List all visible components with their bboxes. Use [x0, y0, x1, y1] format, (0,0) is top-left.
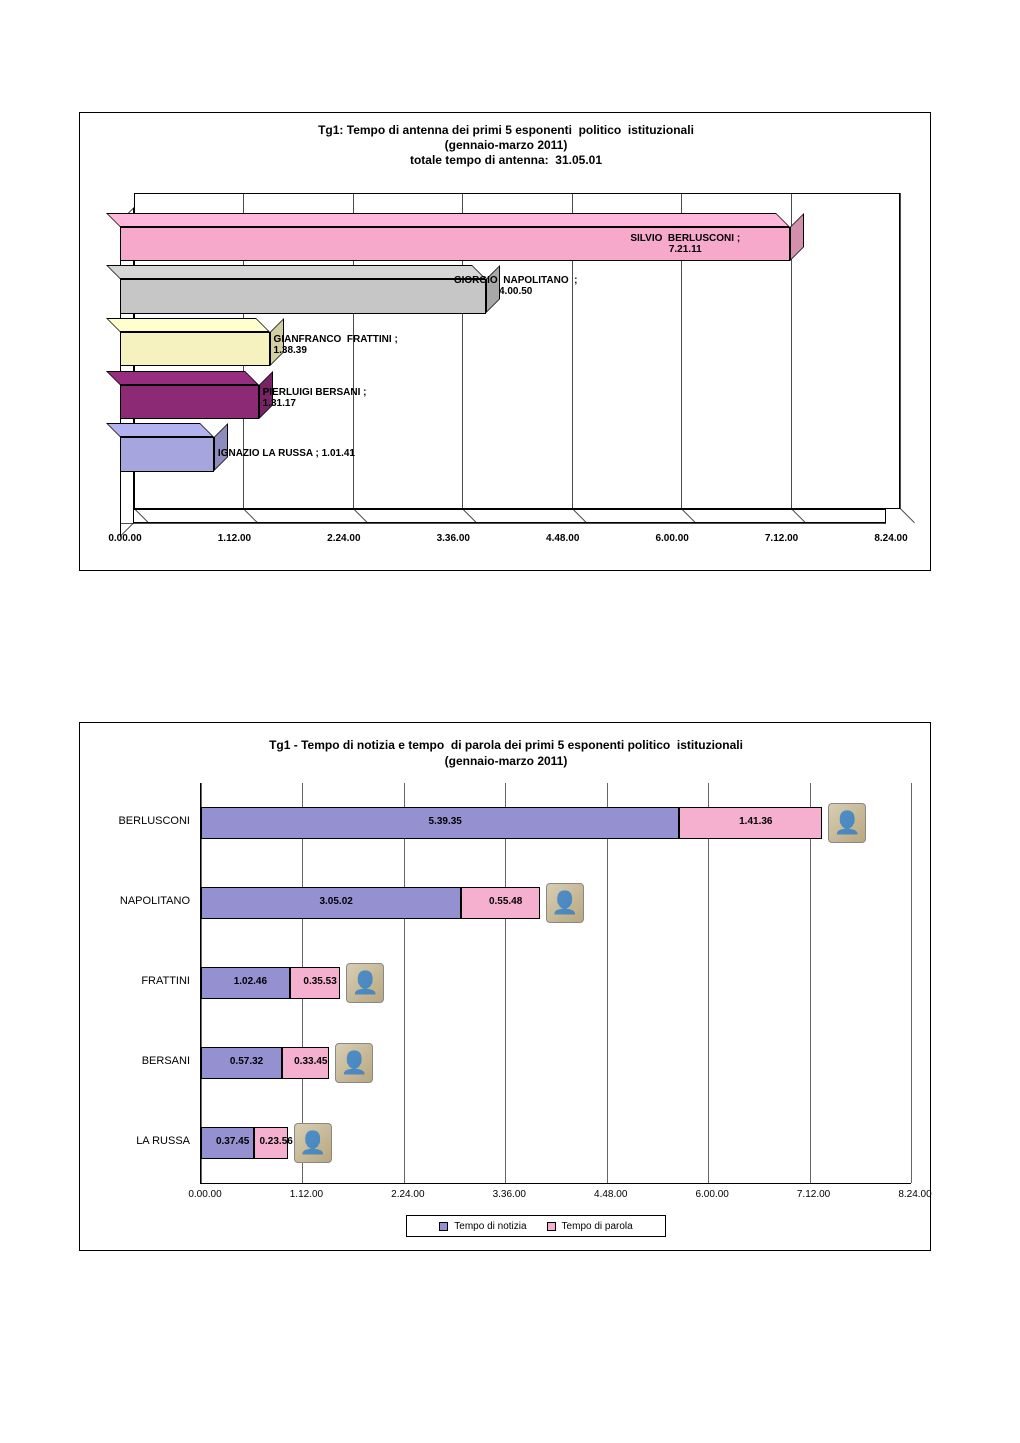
chart2-value-notizia: 5.39.35 — [415, 816, 475, 827]
avatar-placeholder — [546, 883, 584, 923]
legend-label-notizia: Tempo di notizia — [454, 1221, 526, 1232]
chart2-value-notizia: 0.57.32 — [217, 1056, 277, 1067]
legend-item-parola: Tempo di parola — [547, 1221, 633, 1232]
chart2-ylabel: FRATTINI — [80, 975, 190, 987]
chart2-gridline — [810, 783, 811, 1183]
chart1-xtick-label: 7.12.00 — [752, 533, 812, 544]
chart2-container: Tg1 - Tempo di notizia e tempo di parola… — [79, 722, 931, 1251]
chart2-gridline — [708, 783, 709, 1183]
chart1-xtick-label: 8.24.00 — [861, 533, 921, 544]
chart1-xtick-label: 2.24.00 — [314, 533, 374, 544]
chart1-bar — [120, 385, 259, 419]
chart1-bar-label: PIERLUIGI BERSANI ; 1.31.17 — [263, 387, 463, 409]
chart1-bar-label: IGNAZIO LA RUSSA ; 1.01.41 — [218, 448, 438, 459]
chart2-xtick-label: 1.12.00 — [276, 1189, 336, 1200]
chart2-xtick-label: 3.36.00 — [479, 1189, 539, 1200]
legend-label-parola: Tempo di parola — [562, 1221, 633, 1232]
chart2-value-parola: 0.33.45 — [281, 1056, 341, 1067]
chart2-ylabel: BERLUSCONI — [80, 815, 190, 827]
chart2-gridline — [607, 783, 608, 1183]
chart1-plot-area: SILVIO BERLUSCONI ; 7.21.11 GIORGIO NAPOL… — [120, 193, 910, 523]
chart2-ylabel: LA RUSSA — [80, 1135, 190, 1147]
chart1-bar-label: SILVIO BERLUSCONI ; 7.21.11 — [590, 233, 780, 255]
chart1-title-line3: totale tempo di antenna: 31.05.01 — [80, 153, 932, 167]
chart2-xticks: 0.00.001.12.002.24.003.36.004.48.006.00.… — [200, 1189, 910, 1209]
chart1-xtick-label: 4.48.00 — [533, 533, 593, 544]
chart1-bar-label: GIORGIO NAPOLITANO ; 4.00.50 — [416, 275, 616, 297]
chart2-xtick-label: 8.24.00 — [885, 1189, 945, 1200]
chart1-xtick-label: 0.00.00 — [95, 533, 155, 544]
chart2-xtick-label: 6.00.00 — [682, 1189, 742, 1200]
chart2-xtick-label: 0.00.00 — [175, 1189, 235, 1200]
chart2-plot-area: 5.39.35 1.41.36 3.05.02 0.55.48 1.02.46 0.35.… — [200, 783, 911, 1184]
avatar-placeholder — [294, 1123, 332, 1163]
chart2-ylabel: BERSANI — [80, 1055, 190, 1067]
chart1-title-line2: (gennaio-marzo 2011) — [80, 138, 932, 152]
chart2-gridline — [404, 783, 405, 1183]
chart2-title-line1: Tg1 - Tempo di notizia e tempo di parola… — [80, 738, 932, 752]
legend-swatch-parola — [547, 1222, 556, 1231]
chart1-bar — [120, 332, 270, 366]
chart2-xtick-label: 2.24.00 — [378, 1189, 438, 1200]
avatar-placeholder — [335, 1043, 373, 1083]
chart1-title-line1: Tg1: Tempo di antenna dei primi 5 espone… — [80, 123, 932, 137]
chart1-bar-label: GIANFRANCO FRATTINI ; 1.38.39 — [274, 334, 474, 356]
chart2-value-parola: 0.55.48 — [476, 896, 536, 907]
page: Tg1: Tempo di antenna dei primi 5 espone… — [0, 0, 1020, 1443]
chart2-gridline — [505, 783, 506, 1183]
chart1-xtick-label: 3.36.00 — [423, 533, 483, 544]
chart2-value-notizia: 1.02.46 — [220, 976, 280, 987]
chart2-value-notizia: 3.05.02 — [306, 896, 366, 907]
chart2-value-parola: 1.41.36 — [726, 816, 786, 827]
chart1-xticks: 0.00.001.12.002.24.003.36.004.48.006.00.… — [120, 533, 910, 553]
legend-swatch-notizia — [439, 1222, 448, 1231]
chart1-gridline — [900, 193, 901, 509]
chart1-xtick-label: 1.12.00 — [204, 533, 264, 544]
avatar-placeholder — [346, 963, 384, 1003]
chart2-title-line2: (gennaio-marzo 2011) — [80, 754, 932, 768]
chart1-container: Tg1: Tempo di antenna dei primi 5 espone… — [79, 112, 931, 571]
chart1-floor — [120, 509, 886, 523]
legend-item-notizia: Tempo di notizia — [439, 1221, 526, 1232]
chart2-value-parola: 0.35.53 — [290, 976, 350, 987]
avatar-placeholder — [828, 803, 866, 843]
chart1-bar — [120, 437, 214, 471]
chart2-ylabels: BERLUSCONI NAPOLITANO FRATTINI BERSANI LA RU… — [80, 783, 195, 1183]
chart2-legend: Tempo di notizia Tempo di parola — [406, 1215, 666, 1237]
chart1-xtick-label: 6.00.00 — [642, 533, 702, 544]
chart2-gridline — [911, 783, 912, 1183]
chart2-xtick-label: 4.48.00 — [581, 1189, 641, 1200]
chart2-xtick-label: 7.12.00 — [784, 1189, 844, 1200]
chart2-ylabel: NAPOLITANO — [80, 895, 190, 907]
